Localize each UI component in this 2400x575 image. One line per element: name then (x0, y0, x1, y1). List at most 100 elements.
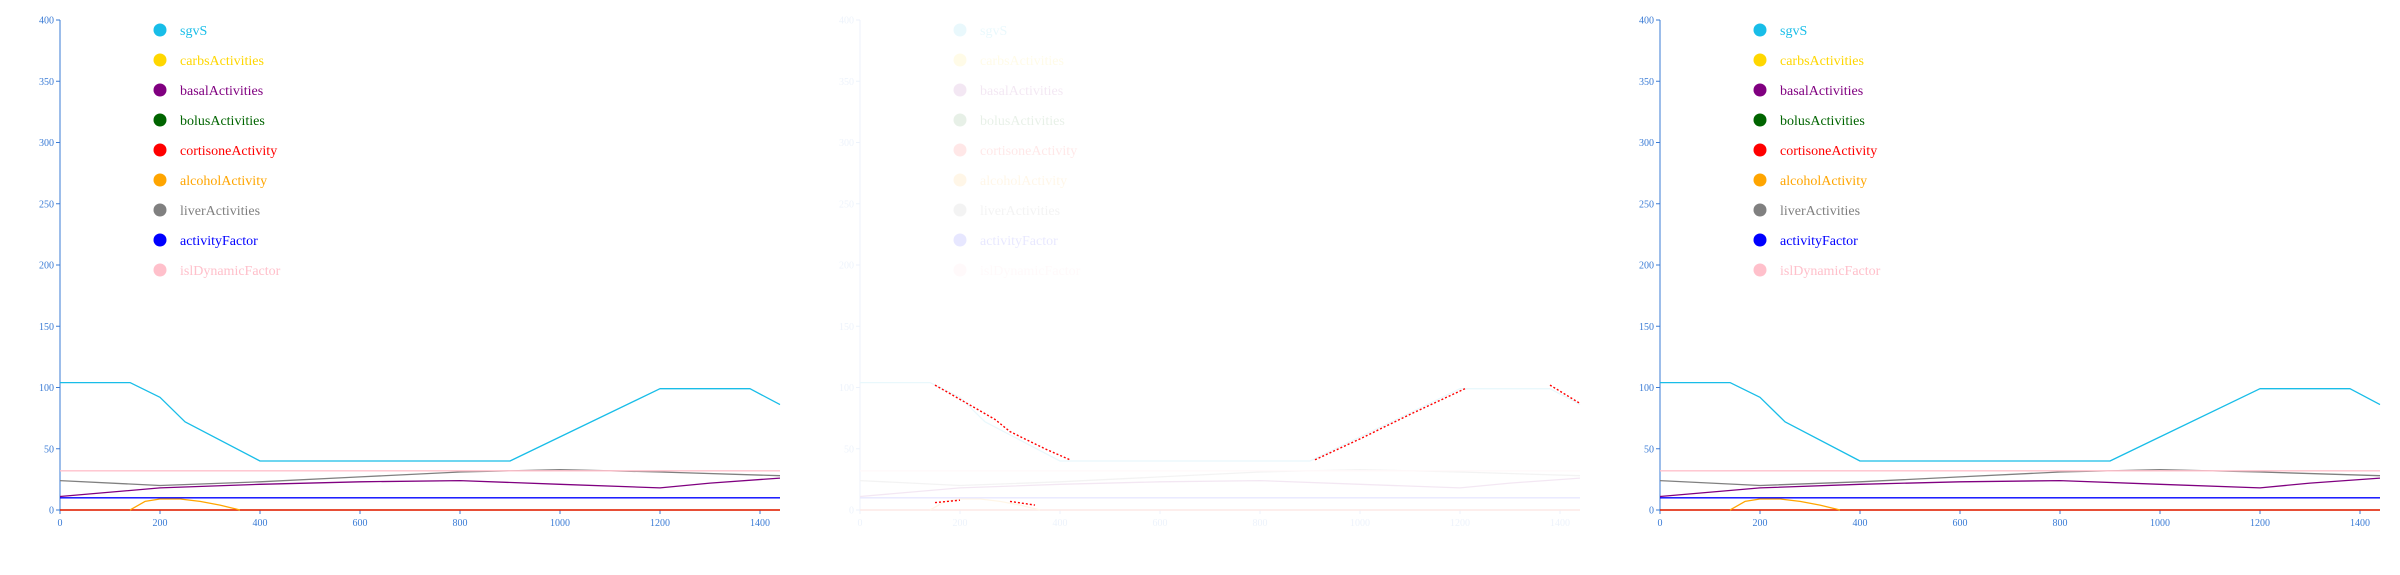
legend-label-alcoholActivity: alcoholActivity (980, 174, 1067, 189)
series-line-basalActivities (59, 477, 781, 498)
legend-label-alcoholActivity: alcoholActivity (180, 174, 267, 189)
legend-label-alcoholActivity: alcoholActivity (1780, 174, 1867, 189)
x-tick-label: 800 (453, 518, 468, 529)
y-tick-label: 400 (1639, 16, 1654, 27)
chart-panel-overlay-middle (934, 384, 1581, 506)
legend-marker-carbsActivities (153, 53, 167, 67)
series-line-alcoholActivity (129, 498, 241, 511)
legend-label-liverActivities: liverActivities (980, 204, 1060, 219)
legend-marker-sgvS (1753, 23, 1767, 37)
series-line-liverActivities (859, 468, 1581, 487)
x-tick-label: 600 (1953, 518, 1968, 529)
legend-label-islDynamicFactor: islDynamicFactor (180, 264, 281, 279)
y-tick-label: 100 (1639, 383, 1654, 394)
legend-label-islDynamicFactor: islDynamicFactor (980, 264, 1081, 279)
y-tick-label: 200 (839, 261, 854, 272)
x-tick-label: 800 (2053, 518, 2068, 529)
y-tick-label: 400 (39, 16, 54, 27)
legend-label-cortisoneActivity: cortisoneActivity (180, 144, 277, 159)
x-tick-label: 400 (253, 518, 268, 529)
legend-marker-activityFactor (153, 233, 167, 247)
x-tick-label: 1000 (1350, 518, 1370, 529)
cortisone-trace-1 (934, 384, 1071, 461)
legend-marker-liverActivities (953, 203, 967, 217)
legend-label-basalActivities: basalActivities (980, 84, 1063, 99)
legend-label-basalActivities: basalActivities (180, 84, 263, 99)
series-line-basalActivities (1659, 477, 2381, 498)
legend-label-bolusActivities: bolusActivities (1780, 114, 1865, 129)
legend-label-activityFactor: activityFactor (980, 234, 1058, 249)
y-tick-label: 250 (39, 199, 54, 210)
x-tick-label: 1400 (2350, 518, 2370, 529)
x-tick-label: 600 (353, 518, 368, 529)
x-tick-label: 200 (1753, 518, 1768, 529)
y-tick-label: 0 (1649, 506, 1654, 517)
y-tick-label: 350 (1639, 77, 1654, 88)
legend-marker-liverActivities (153, 203, 167, 217)
cortisone-trace-5 (1009, 500, 1036, 506)
y-tick-label: 350 (839, 77, 854, 88)
series-line-basalActivities (859, 477, 1581, 498)
y-tick-label: 150 (839, 322, 854, 333)
legend-marker-bolusActivities (153, 113, 167, 127)
y-tick-label: 150 (39, 322, 54, 333)
legend-marker-alcoholActivity (953, 173, 967, 187)
x-tick-label: 600 (1153, 518, 1168, 529)
y-tick-label: 50 (1644, 444, 1654, 455)
x-tick-label: 200 (153, 518, 168, 529)
x-tick-label: 1000 (2150, 518, 2170, 529)
series-line-liverActivities (59, 468, 781, 487)
series-line-alcoholActivity (929, 498, 1041, 511)
x-tick-label: 1000 (550, 518, 570, 529)
cortisone-trace-3 (1549, 384, 1581, 404)
y-tick-label: 150 (1639, 322, 1654, 333)
legend-label-basalActivities: basalActivities (1780, 84, 1863, 99)
y-tick-label: 300 (1639, 138, 1654, 149)
legend-label-sgvS: sgvS (980, 24, 1007, 39)
series-line-liverActivities (1659, 468, 2381, 487)
legend-marker-basalActivities (953, 83, 967, 97)
legend-label-carbsActivities: carbsActivities (980, 54, 1064, 69)
legend-marker-sgvS (153, 23, 167, 37)
legend-label-liverActivities: liverActivities (180, 204, 260, 219)
y-tick-label: 350 (39, 77, 54, 88)
legend-label-sgvS: sgvS (1780, 24, 1807, 39)
legend-label-carbsActivities: carbsActivities (1780, 54, 1864, 69)
legend-label-islDynamicFactor: islDynamicFactor (1780, 264, 1881, 279)
y-tick-label: 100 (839, 383, 854, 394)
legend-marker-carbsActivities (1753, 53, 1767, 67)
legend-label-cortisoneActivity: cortisoneActivity (980, 144, 1077, 159)
legend-marker-basalActivities (153, 83, 167, 97)
legend-marker-islDynamicFactor (953, 263, 967, 277)
legend-marker-islDynamicFactor (1753, 263, 1767, 277)
legend-marker-carbsActivities (953, 53, 967, 67)
legend-label-activityFactor: activityFactor (1780, 234, 1858, 249)
y-tick-label: 200 (1639, 261, 1654, 272)
legend-marker-sgvS (953, 23, 967, 37)
legend-marker-alcoholActivity (1753, 173, 1767, 187)
cortisone-trace-2 (1314, 388, 1466, 461)
y-tick-label: 50 (44, 444, 54, 455)
cortisone-trace-4 (934, 499, 961, 504)
x-tick-label: 1200 (2250, 518, 2270, 529)
x-tick-label: 800 (1253, 518, 1268, 529)
y-tick-label: 300 (39, 138, 54, 149)
legend-marker-activityFactor (953, 233, 967, 247)
legend-marker-activityFactor (1753, 233, 1767, 247)
x-tick-label: 400 (1853, 518, 1868, 529)
y-tick-label: 100 (39, 383, 54, 394)
y-tick-label: 400 (839, 16, 854, 27)
series-line-alcoholActivity (1729, 498, 1841, 511)
series-line-sgvS (860, 381, 1581, 462)
legend-marker-cortisoneActivity (1753, 143, 1767, 157)
y-tick-label: 50 (844, 444, 854, 455)
legend-marker-bolusActivities (953, 113, 967, 127)
legend-label-cortisoneActivity: cortisoneActivity (1780, 144, 1877, 159)
legend-marker-islDynamicFactor (153, 263, 167, 277)
legend-label-bolusActivities: bolusActivities (980, 114, 1065, 129)
x-tick-label: 1400 (750, 518, 770, 529)
legend-label-bolusActivities: bolusActivities (180, 114, 265, 129)
x-tick-label: 200 (953, 518, 968, 529)
chart-panel-left: 0 50 100 150 200 250 300 350 400 0 200 400 600 800 100… (39, 16, 781, 529)
x-tick-label: 1400 (1550, 518, 1570, 529)
